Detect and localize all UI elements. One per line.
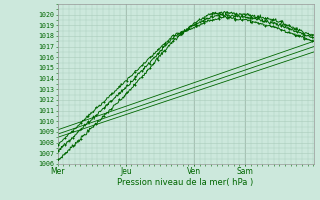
X-axis label: Pression niveau de la mer( hPa ): Pression niveau de la mer( hPa ) (117, 178, 254, 187)
